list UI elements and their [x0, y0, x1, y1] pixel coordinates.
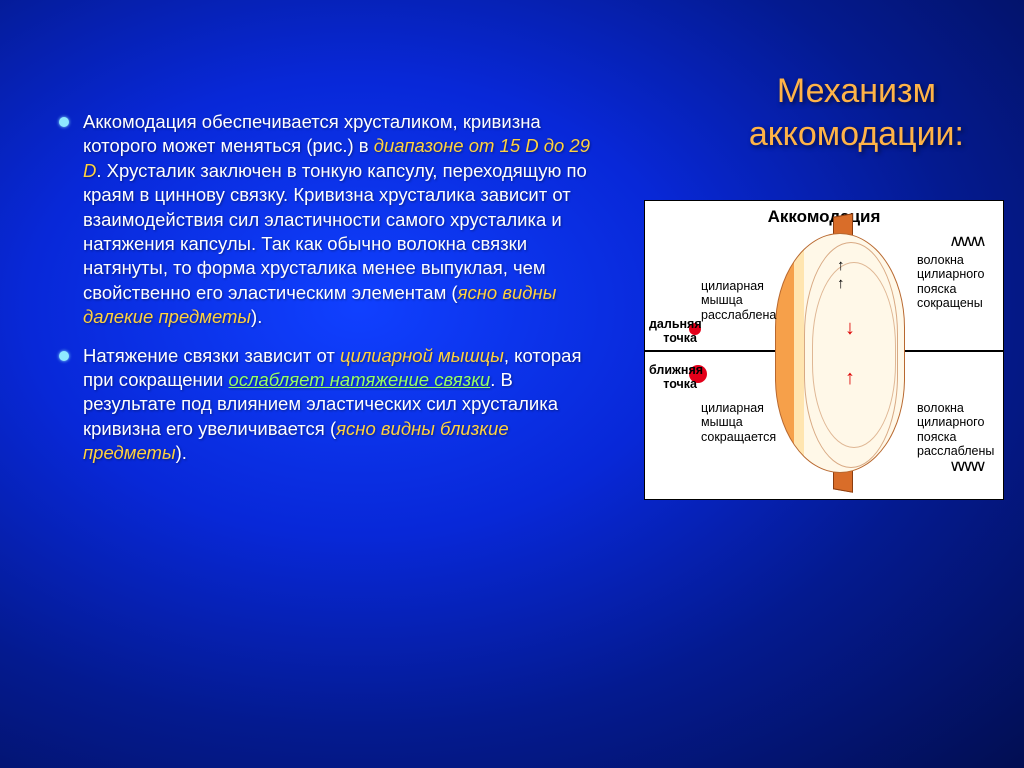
- near-point-label: ближняя точка: [649, 363, 697, 392]
- slide-title: Механизм аккомодации:: [749, 70, 964, 155]
- accommodation-diagram: Аккомодация ∧∧∧∧∧ ∨∨∨∨∨ дальняя точка бл…: [644, 200, 1004, 500]
- far-point-label: дальняя точка: [649, 317, 697, 346]
- bullet-1-text: Аккомодация обеспечивается хрусталиком, …: [83, 111, 590, 327]
- body-text: Аккомодация обеспечивается хрусталиком, …: [55, 110, 595, 480]
- fibers-short-label: волокна цилиарного пояска сокращены: [917, 253, 1003, 311]
- fiber-zigzag-bottom: ∨∨∨∨∨: [950, 456, 983, 475]
- fibers-relaxed-label: волокна цилиарного пояска расслаблены: [917, 401, 1003, 459]
- bullet-1: Аккомодация обеспечивается хрусталиком, …: [55, 110, 595, 330]
- black-arrow-1: [837, 257, 845, 274]
- title-line2: аккомодации:: [749, 115, 964, 153]
- black-arrow-2: [837, 275, 845, 292]
- bullet-2: Натяжение связки зависит от цилиарной мы…: [55, 344, 595, 466]
- ciliary-relaxed-label: цилиарная мышца расслаблена: [701, 279, 786, 322]
- red-arrow-up: [845, 367, 855, 390]
- bullet-2-text: Натяжение связки зависит от цилиарной мы…: [83, 345, 582, 464]
- diagram-title: Аккомодация: [645, 207, 1003, 227]
- ciliary-contracted-label: цилиарная мышца сокращается: [701, 401, 786, 444]
- fiber-zigzag-top: ∧∧∧∧∧: [950, 231, 983, 250]
- red-arrow-down: [845, 317, 855, 340]
- title-line1: Механизм: [777, 72, 936, 110]
